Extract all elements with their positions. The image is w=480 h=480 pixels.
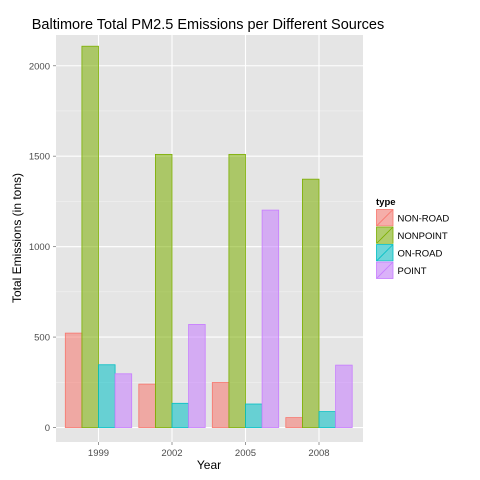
x-tick-label: 1999 — [88, 448, 109, 459]
y-tick-label: 0 — [45, 423, 50, 434]
legend-label-non-road: NON-ROAD — [398, 213, 450, 224]
legend-swatch-diagonal — [376, 244, 394, 262]
y-axis-title: Total Emissions (in tons) — [10, 173, 24, 303]
y-tick-label: 2000 — [29, 61, 50, 72]
bar-on-road-2008 — [318, 411, 337, 428]
legend-label-point: POINT — [398, 266, 427, 277]
bar-point-2008 — [335, 364, 353, 428]
bar-non-road-2005 — [211, 382, 230, 428]
legend-swatch-diagonal — [376, 261, 394, 279]
chart-title: Baltimore Total PM2.5 Emissions per Diff… — [32, 17, 384, 33]
bar-on-road-1999 — [98, 364, 116, 428]
bar-non-road-2002 — [138, 383, 156, 428]
bar-point-2005 — [261, 209, 280, 428]
bar-nonpoint-2005 — [228, 153, 246, 428]
bar-on-road-2005 — [245, 403, 263, 428]
bar-point-1999 — [114, 373, 133, 428]
x-tick-label: 2008 — [308, 448, 329, 459]
bar-non-road-2008 — [285, 417, 303, 428]
x-tick-label: 2005 — [235, 448, 256, 459]
legend-label-nonpoint: NONPOINT — [398, 231, 448, 242]
bars — [64, 45, 353, 428]
legend-swatch-diagonal — [376, 209, 394, 227]
y-tick-label: 1500 — [29, 152, 50, 163]
legend-title: type — [376, 197, 396, 208]
y-tick-label: 1000 — [29, 242, 50, 253]
bar-nonpoint-2008 — [301, 178, 320, 428]
legend-swatch-diagonal — [376, 226, 394, 244]
bar-point-2002 — [188, 324, 206, 428]
x-tick-label: 2002 — [161, 448, 182, 459]
bar-nonpoint-1999 — [81, 45, 99, 428]
bar-non-road-1999 — [64, 332, 83, 428]
x-axis-ticks: 1999 2002 2005 2008 — [88, 442, 330, 459]
legend: type NON-ROAD NONPOINT ON-ROAD POINT — [375, 197, 450, 280]
bar-on-road-2002 — [171, 402, 190, 428]
legend-label-on-road: ON-ROAD — [398, 248, 443, 259]
bar-nonpoint-2002 — [154, 153, 173, 428]
x-axis-title: Year — [197, 458, 221, 472]
y-axis-ticks: 0 500 1000 1500 2000 — [29, 61, 56, 434]
y-tick-label: 500 — [34, 333, 50, 344]
